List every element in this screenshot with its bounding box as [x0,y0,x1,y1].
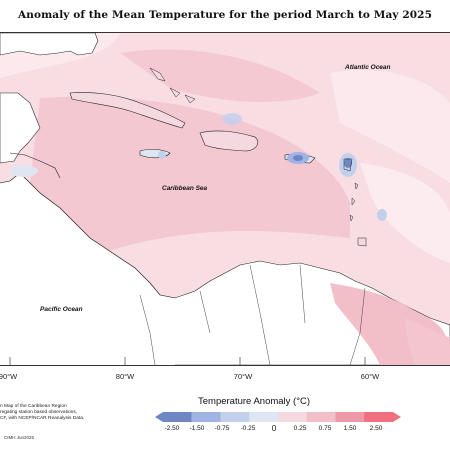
legend-tick: -2.50 [164,425,180,432]
atlantic-ocean-label: Atlantic Ocean [345,64,391,71]
longitude-label: 60°W [360,372,380,381]
cool-anomaly-spot [344,158,352,168]
strong-anomaly-region [405,318,450,365]
colorbar-segment [191,412,221,422]
legend-tick: -0.75 [214,425,230,432]
longitude-label: 90°W [0,372,18,381]
bahamas-islands [149,67,196,104]
cool-anomaly-spot [158,151,166,159]
cool-anomaly-spot [293,155,303,161]
colorbar-segment [278,412,308,422]
pacific-unshaded [0,173,175,365]
longitude-label: 70°W [233,372,253,381]
moderate-anomaly-region [30,96,350,263]
caribbean-sea-label: Caribbean Sea [162,185,208,192]
legend-colorbar [155,412,401,422]
colorbar-segment [364,412,401,422]
colorbar-segment [220,412,250,422]
legend-tick: 1.50 [343,425,357,432]
weak-anomaly-patch [360,163,450,263]
pacific-ocean-label: Pacific Ocean [40,306,83,313]
legend-tick: -0.25 [240,425,256,432]
hispaniola-island [199,130,259,152]
colorbar-segment [306,412,336,422]
legend-tick: 0.25 [293,425,307,432]
moderate-anomaly-region [120,49,320,103]
copyright-text: CIMH Jun2025 [4,435,35,440]
caption-line: CF, with NCEP/NCAR Reanalysis Data. [0,416,85,422]
yucatan-land [0,92,41,164]
cool-anomaly-spot [377,209,387,221]
legend-tick: 2.50 [369,425,383,432]
cool-anomaly-spot [222,113,242,125]
colorbar-segment [155,412,192,422]
legend-tick: 0 [271,424,277,433]
caption-line: regating station based observations, [0,410,78,416]
honduras-coastline [9,152,61,179]
cool-anomaly-spot [10,165,38,177]
anomaly-map [0,32,450,366]
lesser-antilles-islands [349,182,359,222]
legend-title: Temperature Anomaly (°C) [198,396,311,407]
legend-tick: 0.75 [318,425,332,432]
caption-line: n Map of the Caribbean Region [0,404,67,409]
trinidad-island [357,237,367,247]
north-america-land [0,33,99,56]
colorbar-segment [249,412,279,422]
cuba-island [69,92,186,129]
legend-tick: -1.50 [189,425,205,432]
longitude-label: 80°W [115,372,135,381]
meridian-ticks [9,357,366,365]
colorbar-segment [335,412,365,422]
map-caption: n Map of the Caribbean Region regating s… [0,404,115,423]
country-borders [139,264,366,365]
weak-anomaly-patch [330,69,450,183]
guadeloupe-island [343,158,353,172]
map-title: Anomaly of the Mean Temperature for the … [18,9,432,21]
